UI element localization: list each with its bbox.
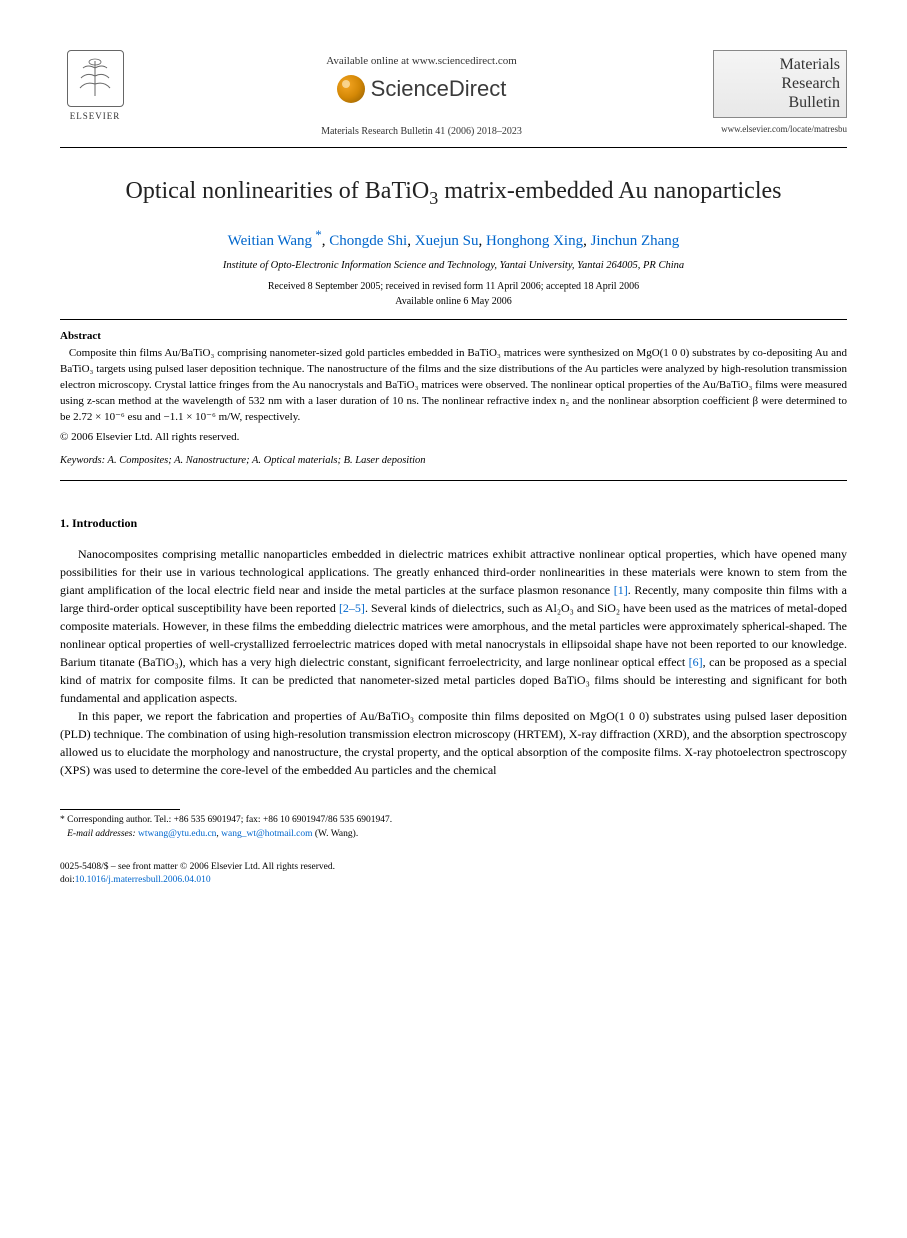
header-row: ELSEVIER Available online at www.science… bbox=[60, 50, 847, 137]
ref-1[interactable]: [1] bbox=[614, 583, 628, 597]
keywords-values: A. Composites; A. Nanostructure; A. Opti… bbox=[105, 455, 425, 466]
email-1[interactable]: wtwang@ytu.edu.cn bbox=[138, 829, 216, 839]
author-3[interactable]: Xuejun Su bbox=[415, 233, 479, 249]
abstract-copyright: © 2006 Elsevier Ltd. All rights reserved… bbox=[60, 431, 847, 443]
journal-name-line3: Bulletin bbox=[788, 94, 840, 111]
dates-line1: Received 8 September 2005; received in r… bbox=[268, 281, 639, 292]
footnote-block: * Corresponding author. Tel.: +86 535 69… bbox=[60, 814, 847, 841]
title-sub: 3 bbox=[429, 188, 438, 208]
doi-link[interactable]: 10.1016/j.materresbull.2006.04.010 bbox=[75, 875, 211, 885]
abstract-label: Abstract bbox=[60, 330, 847, 342]
sciencedirect-brand[interactable]: ScienceDirect bbox=[337, 75, 507, 103]
email-label: E-mail addresses: bbox=[67, 829, 136, 839]
email-2[interactable]: wang_wt@hotmail.com bbox=[221, 829, 312, 839]
title-post: matrix-embedded Au nanoparticles bbox=[438, 178, 781, 204]
keywords-line: Keywords: A. Composites; A. Nanostructur… bbox=[60, 455, 847, 466]
center-header: Available online at www.sciencedirect.co… bbox=[130, 50, 713, 137]
author-5[interactable]: Jinchun Zhang bbox=[591, 233, 680, 249]
sciencedirect-text: ScienceDirect bbox=[371, 76, 507, 102]
elsevier-tree-icon bbox=[67, 50, 124, 107]
doi-label: doi: bbox=[60, 875, 75, 885]
article-page: ELSEVIER Available online at www.science… bbox=[0, 0, 907, 928]
article-dates: Received 8 September 2005; received in r… bbox=[60, 279, 847, 309]
journal-box-wrapper: Materials Research Bulletin www.elsevier… bbox=[713, 50, 847, 134]
journal-url[interactable]: www.elsevier.com/locate/matresbu bbox=[713, 124, 847, 134]
authors-line: Weitian Wang *, Chongde Shi, Xuejun Su, … bbox=[60, 227, 847, 250]
intro-heading: 1. Introduction bbox=[60, 516, 847, 531]
footer-meta: 0025-5408/$ – see front matter © 2006 El… bbox=[60, 861, 847, 888]
issn-line: 0025-5408/$ – see front matter © 2006 El… bbox=[60, 861, 847, 874]
journal-name-line1: Materials bbox=[780, 56, 840, 73]
intro-para-1: Nanocomposites comprising metallic nanop… bbox=[60, 545, 847, 707]
author-1[interactable]: Weitian Wang bbox=[228, 233, 312, 249]
corresponding-star[interactable]: * bbox=[312, 227, 322, 242]
abstract-rule bbox=[60, 480, 847, 481]
ref-2-5[interactable]: [2–5] bbox=[339, 601, 365, 615]
journal-name-line2: Research bbox=[781, 75, 840, 92]
ref-6[interactable]: [6] bbox=[689, 655, 703, 669]
elsevier-logo: ELSEVIER bbox=[60, 50, 130, 130]
abstract-content: Composite thin films Au/BaTiO₃ comprisin… bbox=[60, 347, 847, 423]
intro-para-2: In this paper, we report the fabrication… bbox=[60, 707, 847, 779]
author-2[interactable]: Chongde Shi bbox=[329, 233, 407, 249]
sciencedirect-icon bbox=[337, 75, 365, 103]
dates-line2: Available online 6 May 2006 bbox=[395, 296, 511, 307]
affiliation: Institute of Opto-Electronic Information… bbox=[60, 260, 847, 271]
keywords-label: Keywords: bbox=[60, 455, 105, 466]
author-4[interactable]: Honghong Xing bbox=[486, 233, 583, 249]
email-line: E-mail addresses: wtwang@ytu.edu.cn, wan… bbox=[60, 828, 847, 841]
footnote-rule bbox=[60, 809, 180, 810]
intro-body: Nanocomposites comprising metallic nanop… bbox=[60, 545, 847, 779]
title-rule bbox=[60, 319, 847, 320]
title-pre: Optical nonlinearities of BaTiO bbox=[126, 178, 430, 204]
article-title: Optical nonlinearities of BaTiO3 matrix-… bbox=[60, 178, 847, 209]
email-author: (W. Wang). bbox=[313, 829, 359, 839]
available-online-text: Available online at www.sciencedirect.co… bbox=[130, 55, 713, 67]
journal-name: Materials Research Bulletin bbox=[720, 55, 840, 113]
header-rule bbox=[60, 147, 847, 148]
doi-line: doi:10.1016/j.materresbull.2006.04.010 bbox=[60, 874, 847, 887]
abstract-text: Composite thin films Au/BaTiO₃ comprisin… bbox=[60, 346, 847, 426]
elsevier-label: ELSEVIER bbox=[70, 111, 121, 121]
citation-line: Materials Research Bulletin 41 (2006) 20… bbox=[130, 126, 713, 137]
journal-title-box: Materials Research Bulletin bbox=[713, 50, 847, 118]
corresponding-author: * Corresponding author. Tel.: +86 535 69… bbox=[60, 814, 847, 827]
